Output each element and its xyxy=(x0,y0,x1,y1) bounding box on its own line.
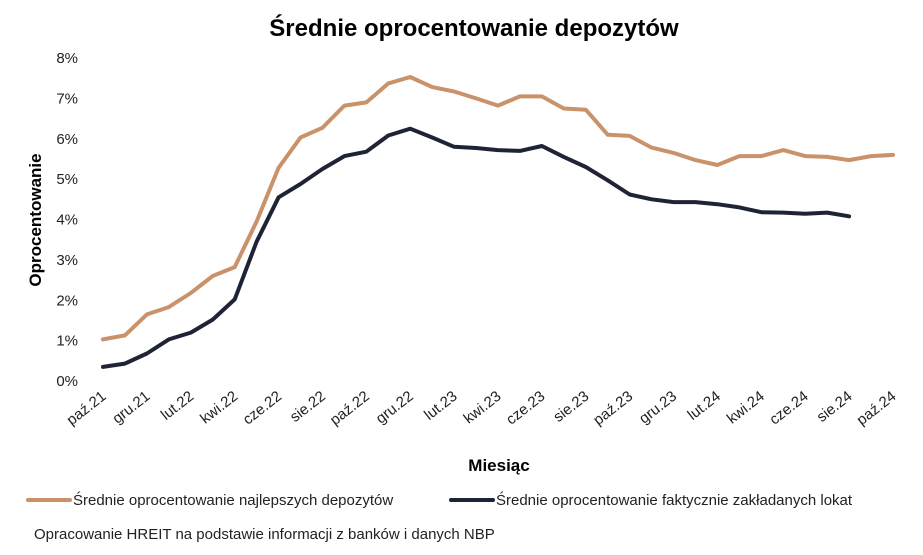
x-tick-label: gru.23 xyxy=(636,388,680,428)
source-note: Opracowanie HREIT na podstawie informacj… xyxy=(34,526,495,543)
x-tick-label: paź.22 xyxy=(327,388,373,429)
legend-label-best-deposits: Średnie oprocentowanie najlepszych depoz… xyxy=(73,491,393,509)
x-tick-label: kwi.24 xyxy=(724,388,768,428)
legend: Średnie oprocentowanie najlepszych depoz… xyxy=(26,491,853,509)
x-tick-label: lut.22 xyxy=(158,388,197,424)
x-tick-label: gru.21 xyxy=(109,388,153,428)
y-tick-label: 5% xyxy=(56,171,78,188)
x-tick-label: paź.23 xyxy=(590,388,636,429)
x-tick-label: kwi.22 xyxy=(197,388,241,428)
y-tick-label: 3% xyxy=(56,252,78,269)
series-line-best-deposits xyxy=(101,75,895,342)
y-tick-label: 4% xyxy=(56,212,78,229)
x-tick-label: cze.24 xyxy=(766,388,811,429)
y-tick-label: 2% xyxy=(56,292,78,309)
x-tick-label: sie.24 xyxy=(814,388,856,426)
chart-title: Średnie oprocentowanie depozytów xyxy=(269,14,679,42)
y-tick-label: 1% xyxy=(56,333,78,350)
y-tick-label: 6% xyxy=(56,131,78,148)
y-axis-title: Oprocentowanie xyxy=(26,153,45,286)
x-tick-label: gru.22 xyxy=(373,388,417,428)
x-tick-label: sie.22 xyxy=(287,388,329,426)
x-tick-label: paź.21 xyxy=(63,388,109,429)
series-lines xyxy=(101,75,895,369)
x-tick-label: paź.24 xyxy=(853,388,899,429)
y-tick-label: 7% xyxy=(56,90,78,107)
series-line-actual-deposits xyxy=(101,126,852,369)
x-axis-title: Miesiąc xyxy=(468,456,529,475)
y-tick-label: 0% xyxy=(56,373,78,390)
x-tick-label: cze.23 xyxy=(503,388,548,429)
x-tick-label: kwi.23 xyxy=(460,388,504,428)
x-tick-label: lut.23 xyxy=(421,388,460,424)
y-axis-ticks: 0% 1% 2% 3% 4% 5% 6% 7% 8% xyxy=(56,50,78,390)
x-tick-label: cze.22 xyxy=(240,388,285,429)
x-tick-label: sie.23 xyxy=(550,388,592,426)
y-tick-label: 8% xyxy=(56,50,78,67)
legend-label-actual-deposits: Średnie oprocentowanie faktycznie zakład… xyxy=(496,491,853,509)
x-tick-label: lut.24 xyxy=(685,388,724,424)
